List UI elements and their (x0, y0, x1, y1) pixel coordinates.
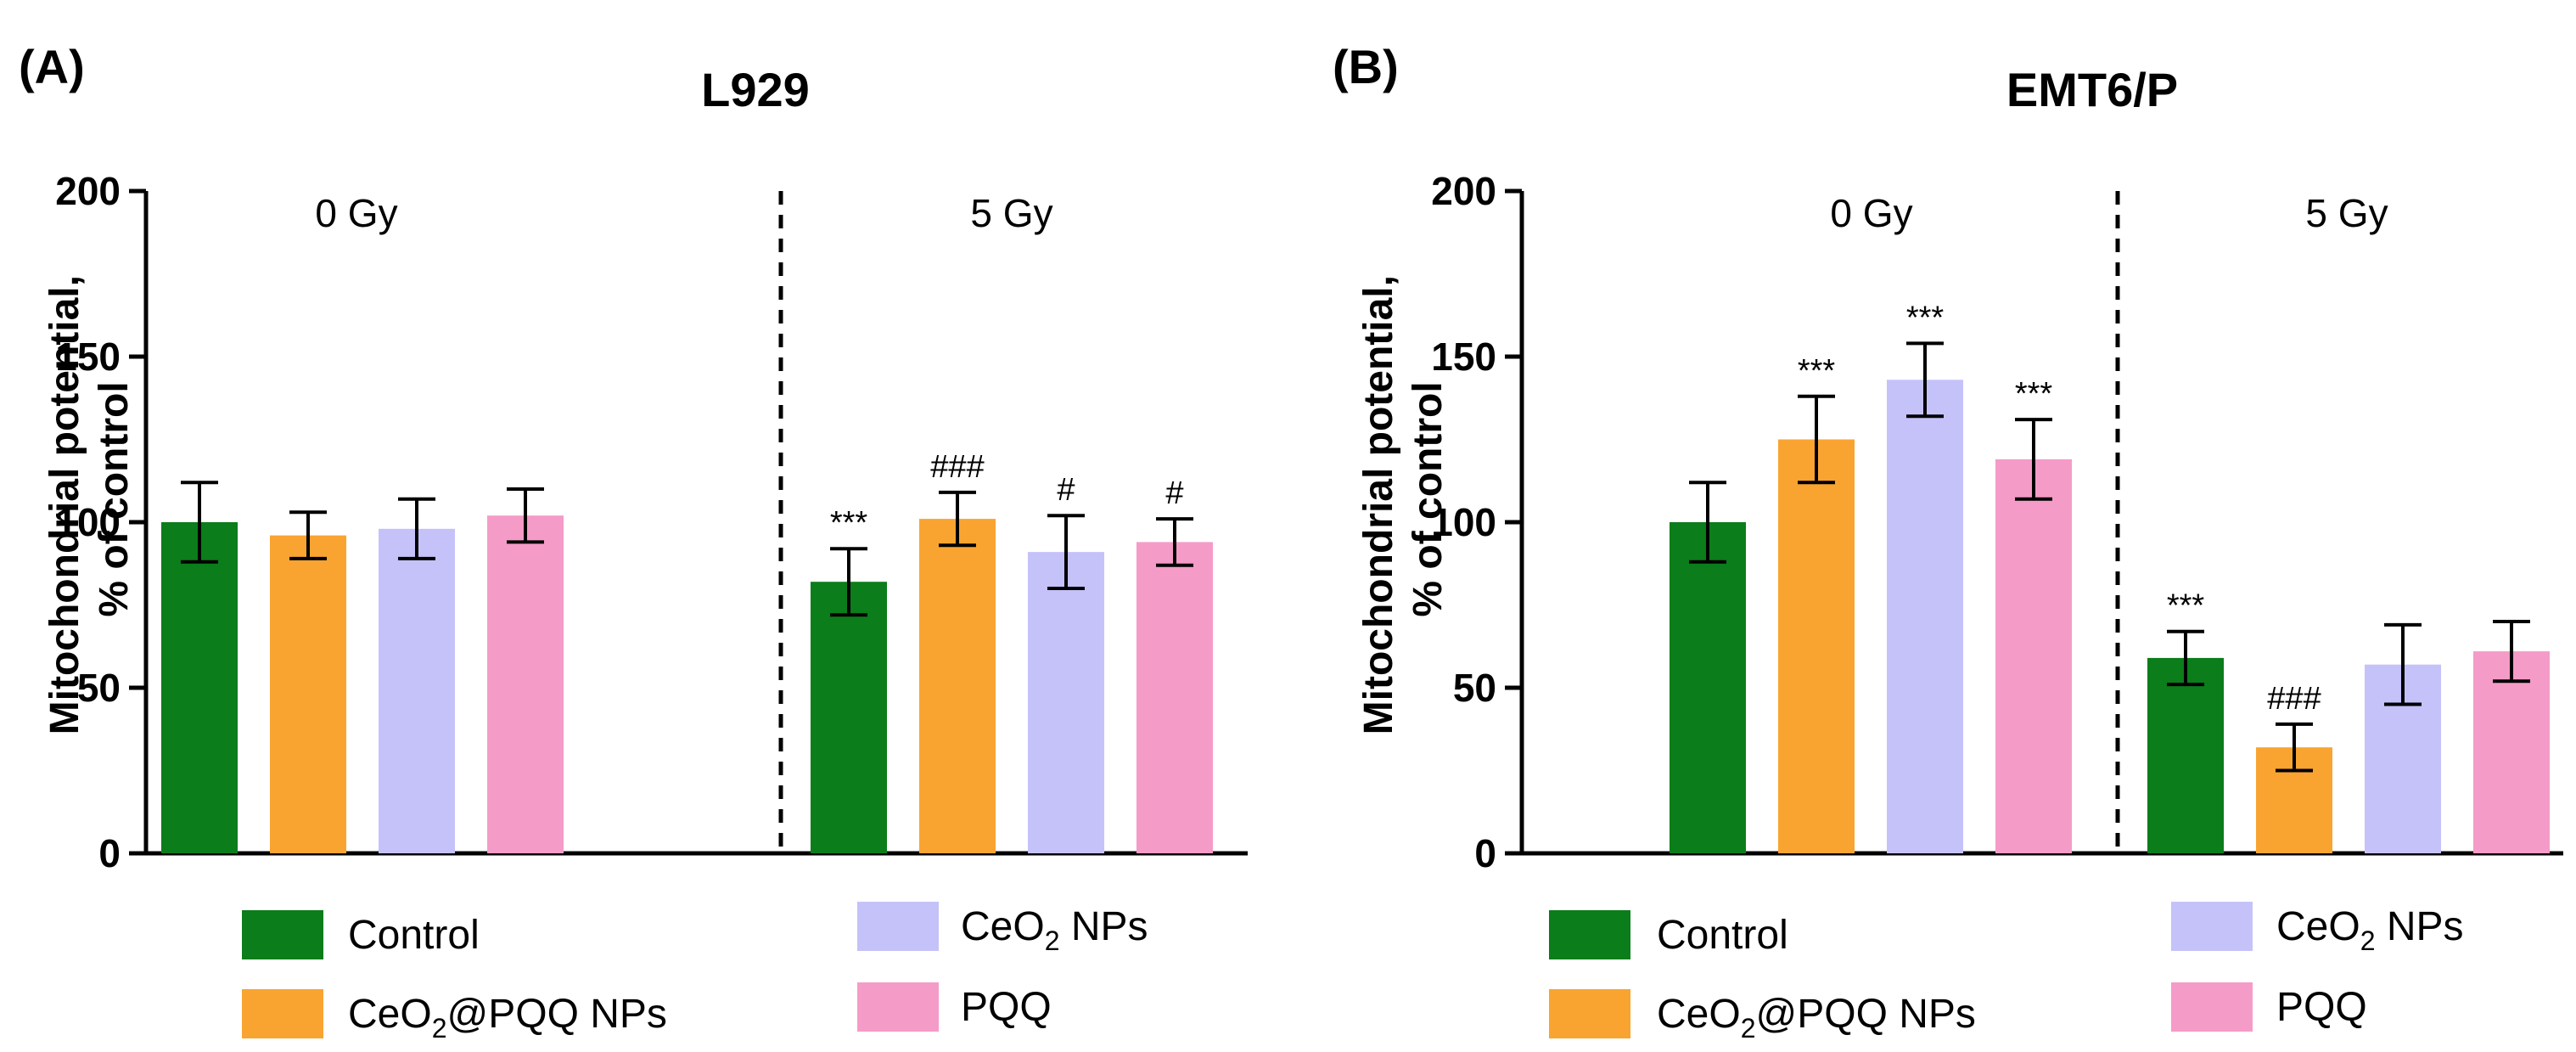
legend-label-ceo2: CeO2 NPs (961, 904, 1148, 956)
legend-swatch-ceo2 (2171, 902, 2253, 951)
bar (811, 582, 887, 853)
y-tick-label: 0 (98, 831, 121, 875)
y-axis-label-a-line2: % of control (92, 381, 137, 616)
legend-swatch-ceo2 (857, 902, 939, 951)
legend-label-ceo2pqq-pre: CeO (348, 992, 432, 1037)
significance-label: *** (830, 505, 868, 541)
significance-label: # (1057, 472, 1075, 508)
y-tick-label: 150 (1431, 335, 1496, 379)
significance-label: ### (930, 449, 984, 485)
bar (1670, 522, 1746, 853)
chart-title-a: L929 (701, 63, 810, 116)
legend-label-ceo2: CeO2 NPs (2276, 904, 2464, 956)
legend-label-ceo2pqq-sub: 2 (1741, 1013, 1756, 1044)
bar (161, 522, 238, 853)
legend-swatch-control (242, 910, 323, 959)
legend-a: Control CeO2@PQQ NPs CeO2 NPs PQQ (242, 902, 1148, 1044)
bar (487, 515, 564, 853)
y-axis-label-a-line1: Mitochondrial potential, (42, 275, 87, 734)
y-tick-label: 150 (55, 335, 121, 379)
y-axis-label-b: Mitochondrial potential, % of control (1356, 264, 1451, 735)
bar (1136, 542, 1213, 853)
legend-label-ceo2pqq: CeO2@PQQ NPs (1657, 992, 1976, 1044)
significance-label: *** (2015, 376, 2053, 412)
legend-label-ceo2-sub: 2 (2360, 925, 2376, 956)
panel-label-b: (B) (1333, 40, 1399, 93)
y-axis-label-a: Mitochondrial potential, % of control (42, 264, 137, 735)
y-tick-label: 0 (1474, 831, 1496, 875)
legend-label-pqq: PQQ (961, 985, 1052, 1030)
legend-label-control: Control (348, 913, 480, 958)
y-tick-label: 50 (1453, 666, 1496, 710)
group-label: 0 Gy (315, 191, 397, 235)
significance-label: # (1165, 475, 1183, 511)
legend-label-ceo2-pre: CeO (961, 904, 1045, 949)
legend-swatch-ceo2pqq (1549, 989, 1630, 1038)
y-axis-label-b-line2: % of control (1406, 381, 1451, 616)
bar (1995, 458, 2072, 853)
significance-label: *** (2167, 588, 2205, 624)
legend-b: Control CeO2@PQQ NPs CeO2 NPs PQQ (1549, 902, 2464, 1044)
group-label: 5 Gy (2305, 191, 2388, 235)
legend-label-ceo2pqq-post: @PQQ NPs (447, 992, 667, 1037)
bar (2147, 657, 2224, 853)
bar (1887, 380, 1963, 853)
bar (1778, 439, 1855, 853)
legend-label-ceo2pqq: CeO2@PQQ NPs (348, 992, 667, 1044)
legend-swatch-control (1549, 910, 1630, 959)
legend-label-control: Control (1657, 913, 1788, 958)
y-tick-label: 200 (1431, 169, 1496, 213)
y-tick-label: 50 (77, 666, 121, 710)
bar (379, 528, 455, 853)
legend-label-ceo2-pre: CeO (2276, 904, 2360, 949)
y-axis-label-b-line1: Mitochondrial potential, (1356, 275, 1401, 734)
significance-label: *** (1798, 353, 1836, 389)
chart-title-b: EMT6/P (2006, 63, 2178, 116)
panel-label-a: (A) (19, 40, 85, 93)
bar (1028, 552, 1104, 853)
bar (919, 519, 996, 853)
bar (270, 535, 346, 853)
legend-label-ceo2pqq-pre: CeO (1657, 992, 1741, 1037)
legend-label-ceo2-sub: 2 (1045, 925, 1060, 956)
legend-label-pqq: PQQ (2276, 985, 2367, 1030)
y-tick-label: 200 (55, 169, 121, 213)
significance-label: *** (1906, 300, 1945, 335)
legend-label-ceo2-post: NPs (1060, 904, 1148, 949)
group-label: 5 Gy (970, 191, 1052, 235)
legend-label-ceo2pqq-sub: 2 (432, 1013, 447, 1044)
legend-label-ceo2-post: NPs (2376, 904, 2464, 949)
legend-swatch-pqq (857, 982, 939, 1032)
plot-panel-b: 0 50 100 150 200 0 Gy 5 Gy *** *** ### *** *** (1431, 169, 2563, 875)
y-tick-label: 100 (55, 500, 121, 544)
y-tick-label: 100 (1431, 500, 1496, 544)
legend-swatch-pqq (2171, 982, 2253, 1032)
group-label: 0 Gy (1830, 191, 1912, 235)
legend-label-ceo2pqq-post: @PQQ NPs (1756, 992, 1976, 1037)
significance-label: ### (2267, 681, 2321, 717)
bar (2473, 651, 2550, 853)
legend-swatch-ceo2pqq (242, 989, 323, 1038)
